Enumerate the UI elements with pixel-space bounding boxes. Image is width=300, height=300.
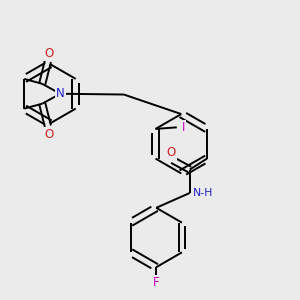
Text: F: F <box>153 276 160 289</box>
Text: O: O <box>45 128 54 141</box>
Text: O: O <box>45 47 54 60</box>
Text: N: N <box>56 87 64 100</box>
Text: N-H: N-H <box>193 188 213 198</box>
Text: I: I <box>182 121 185 134</box>
Text: O: O <box>167 146 176 159</box>
